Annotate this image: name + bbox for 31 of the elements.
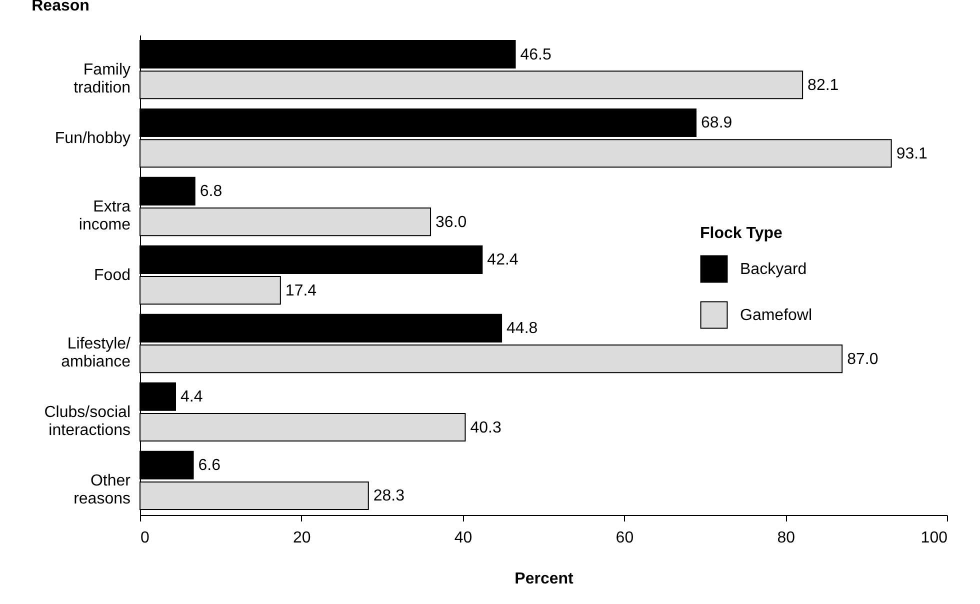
y-tick-label: Other reasons: [74, 472, 132, 508]
x-tick-label: 0: [140, 530, 150, 546]
y-tick-label: Lifestyle/ ambiance: [61, 335, 132, 370]
data-label: 42.4: [487, 252, 518, 269]
y-tick-label: Food: [94, 267, 130, 284]
data-label: 40.3: [470, 419, 502, 436]
data-label: 44.8: [506, 320, 538, 338]
data-label: 87.0: [847, 350, 878, 368]
x-tick-label: 40: [454, 530, 472, 546]
data-label: 68.9: [701, 114, 732, 132]
data-label: 17.4: [285, 282, 317, 300]
data-label: 4.4: [180, 388, 203, 406]
y-tick-label: Extra income: [78, 198, 131, 234]
data-label: 36.0: [436, 214, 467, 231]
x-axis-title: Percent: [514, 570, 574, 588]
data-label: 93.1: [896, 145, 928, 162]
x-tick-label: 60: [616, 530, 634, 546]
data-label: 82.1: [808, 76, 839, 94]
data-label: 6.8: [200, 183, 222, 200]
legend-label: Backyard: [740, 261, 807, 278]
data-label: 28.3: [373, 488, 405, 505]
x-tick-label: 100: [920, 530, 948, 546]
x-tick-label: 20: [293, 530, 311, 546]
y-tick-label: Fun/hobby: [54, 130, 130, 148]
data-label: 46.5: [520, 46, 552, 64]
legend-label: Gamefowl: [740, 307, 812, 324]
y-tick-label: Family tradition: [74, 62, 130, 97]
x-tick-label: 80: [777, 530, 796, 546]
legend-title: Flock Type: [700, 225, 782, 242]
data-label: 6.6: [198, 457, 221, 474]
y-tick-label: Clubs/social interactions: [44, 404, 130, 439]
